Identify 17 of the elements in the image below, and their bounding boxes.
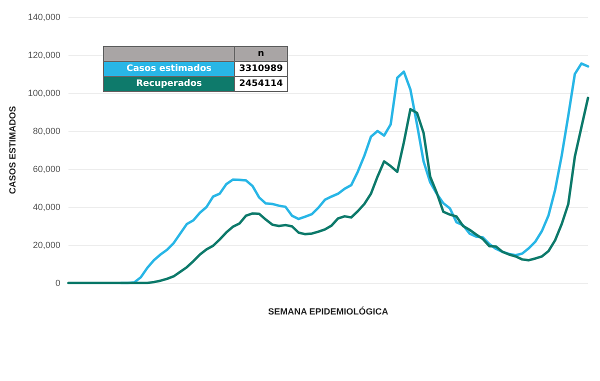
y-tick-label: 80,000 xyxy=(32,126,60,136)
y-tick-label: 20,000 xyxy=(32,240,60,250)
annotation: n xyxy=(234,46,288,62)
line-series xyxy=(67,96,590,284)
y-axis-title: CASOS ESTIMADOS xyxy=(8,106,18,194)
text: Recuperados xyxy=(104,76,234,92)
table-header: n xyxy=(104,46,288,62)
y-tick-label: 0 xyxy=(55,278,60,288)
y-tick-label: 100,000 xyxy=(28,88,60,98)
text: Casos estimados xyxy=(104,62,234,76)
y-tick-label: 140,000 xyxy=(28,12,60,22)
x-axis-title: SEMANA EPIDEMIOLÓGICA xyxy=(268,306,389,316)
y-tick-label: 120,000 xyxy=(28,50,60,60)
y-tick-label: 60,000 xyxy=(32,164,60,174)
y-tick-label: 40,000 xyxy=(32,202,60,212)
annotation: 3310989 xyxy=(234,62,288,76)
annotation: 2454114 xyxy=(234,76,288,92)
